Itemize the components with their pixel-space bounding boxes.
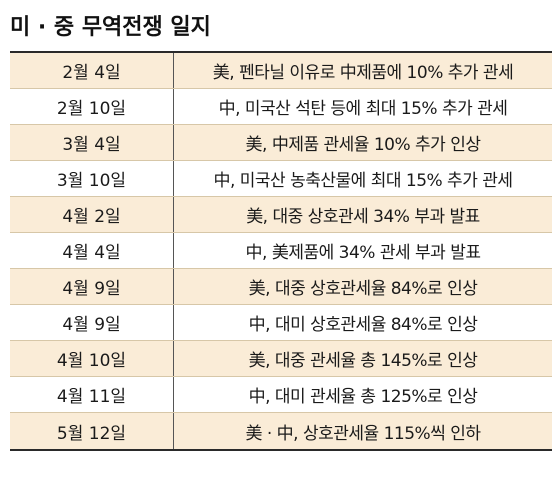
row-date: 2월 4일 — [10, 53, 174, 88]
row-date: 4월 9일 — [10, 305, 174, 340]
row-date: 4월 4일 — [10, 233, 174, 268]
row-date: 4월 10일 — [10, 341, 174, 376]
table-row: 4월 2일 美, 대중 상호관세 34% 부과 발표 — [10, 197, 552, 233]
row-event: 美, 대중 상호관세 34% 부과 발표 — [246, 207, 480, 227]
table-row: 5월 12일 美 · 中, 상호관세율 115%씩 인하 — [10, 413, 552, 449]
table-row: 3월 10일 中, 미국산 농축산물에 최대 15% 추가 관세 — [10, 161, 552, 197]
row-date: 4월 11일 — [10, 377, 174, 412]
row-date: 2월 10일 — [10, 89, 174, 124]
row-date: 4월 2일 — [10, 197, 174, 232]
row-event: 美 · 中, 상호관세율 115%씩 인하 — [245, 423, 481, 444]
row-event: 中, 미국산 농축산물에 최대 15% 추가 관세 — [213, 171, 513, 191]
row-date: 5월 12일 — [10, 413, 174, 449]
table-row: 4월 4일 中, 美제품에 34% 관세 부과 발표 — [10, 233, 552, 269]
table-row: 2월 4일 美, 펜타닐 이유로 中제품에 10% 추가 관세 — [10, 53, 552, 89]
table-row: 4월 9일 美, 대중 상호관세율 84%로 인상 — [10, 269, 552, 305]
row-event: 中, 美제품에 34% 관세 부과 발표 — [245, 243, 481, 263]
table-row: 4월 9일 中, 대미 상호관세율 84%로 인상 — [10, 305, 552, 341]
row-event: 美, 대중 상호관세율 84%로 인상 — [248, 279, 478, 299]
row-event: 中, 대미 관세율 총 125%로 인상 — [248, 387, 478, 407]
row-event: 美, 펜타닐 이유로 中제품에 10% 추가 관세 — [212, 63, 514, 83]
table-row: 3월 4일 美, 中제품 관세율 10% 추가 인상 — [10, 125, 552, 161]
table-row: 4월 10일 美, 대중 관세율 총 145%로 인상 — [10, 341, 552, 377]
timeline-table: 2월 4일 美, 펜타닐 이유로 中제품에 10% 추가 관세 2월 10일 中… — [10, 51, 552, 451]
row-date: 4월 9일 — [10, 269, 174, 304]
row-date: 3월 4일 — [10, 125, 174, 160]
row-event: 美, 대중 관세율 총 145%로 인상 — [248, 351, 478, 371]
row-event: 中, 미국산 석탄 등에 최대 15% 추가 관세 — [218, 99, 508, 119]
row-date: 3월 10일 — [10, 161, 174, 196]
table-row: 4월 11일 中, 대미 관세율 총 125%로 인상 — [10, 377, 552, 413]
row-event: 中, 대미 상호관세율 84%로 인상 — [248, 315, 478, 335]
row-event: 美, 中제품 관세율 10% 추가 인상 — [245, 135, 481, 155]
page-title: 미 · 중 무역전쟁 일지 — [10, 15, 211, 40]
table-row: 2월 10일 中, 미국산 석탄 등에 최대 15% 추가 관세 — [10, 89, 552, 125]
